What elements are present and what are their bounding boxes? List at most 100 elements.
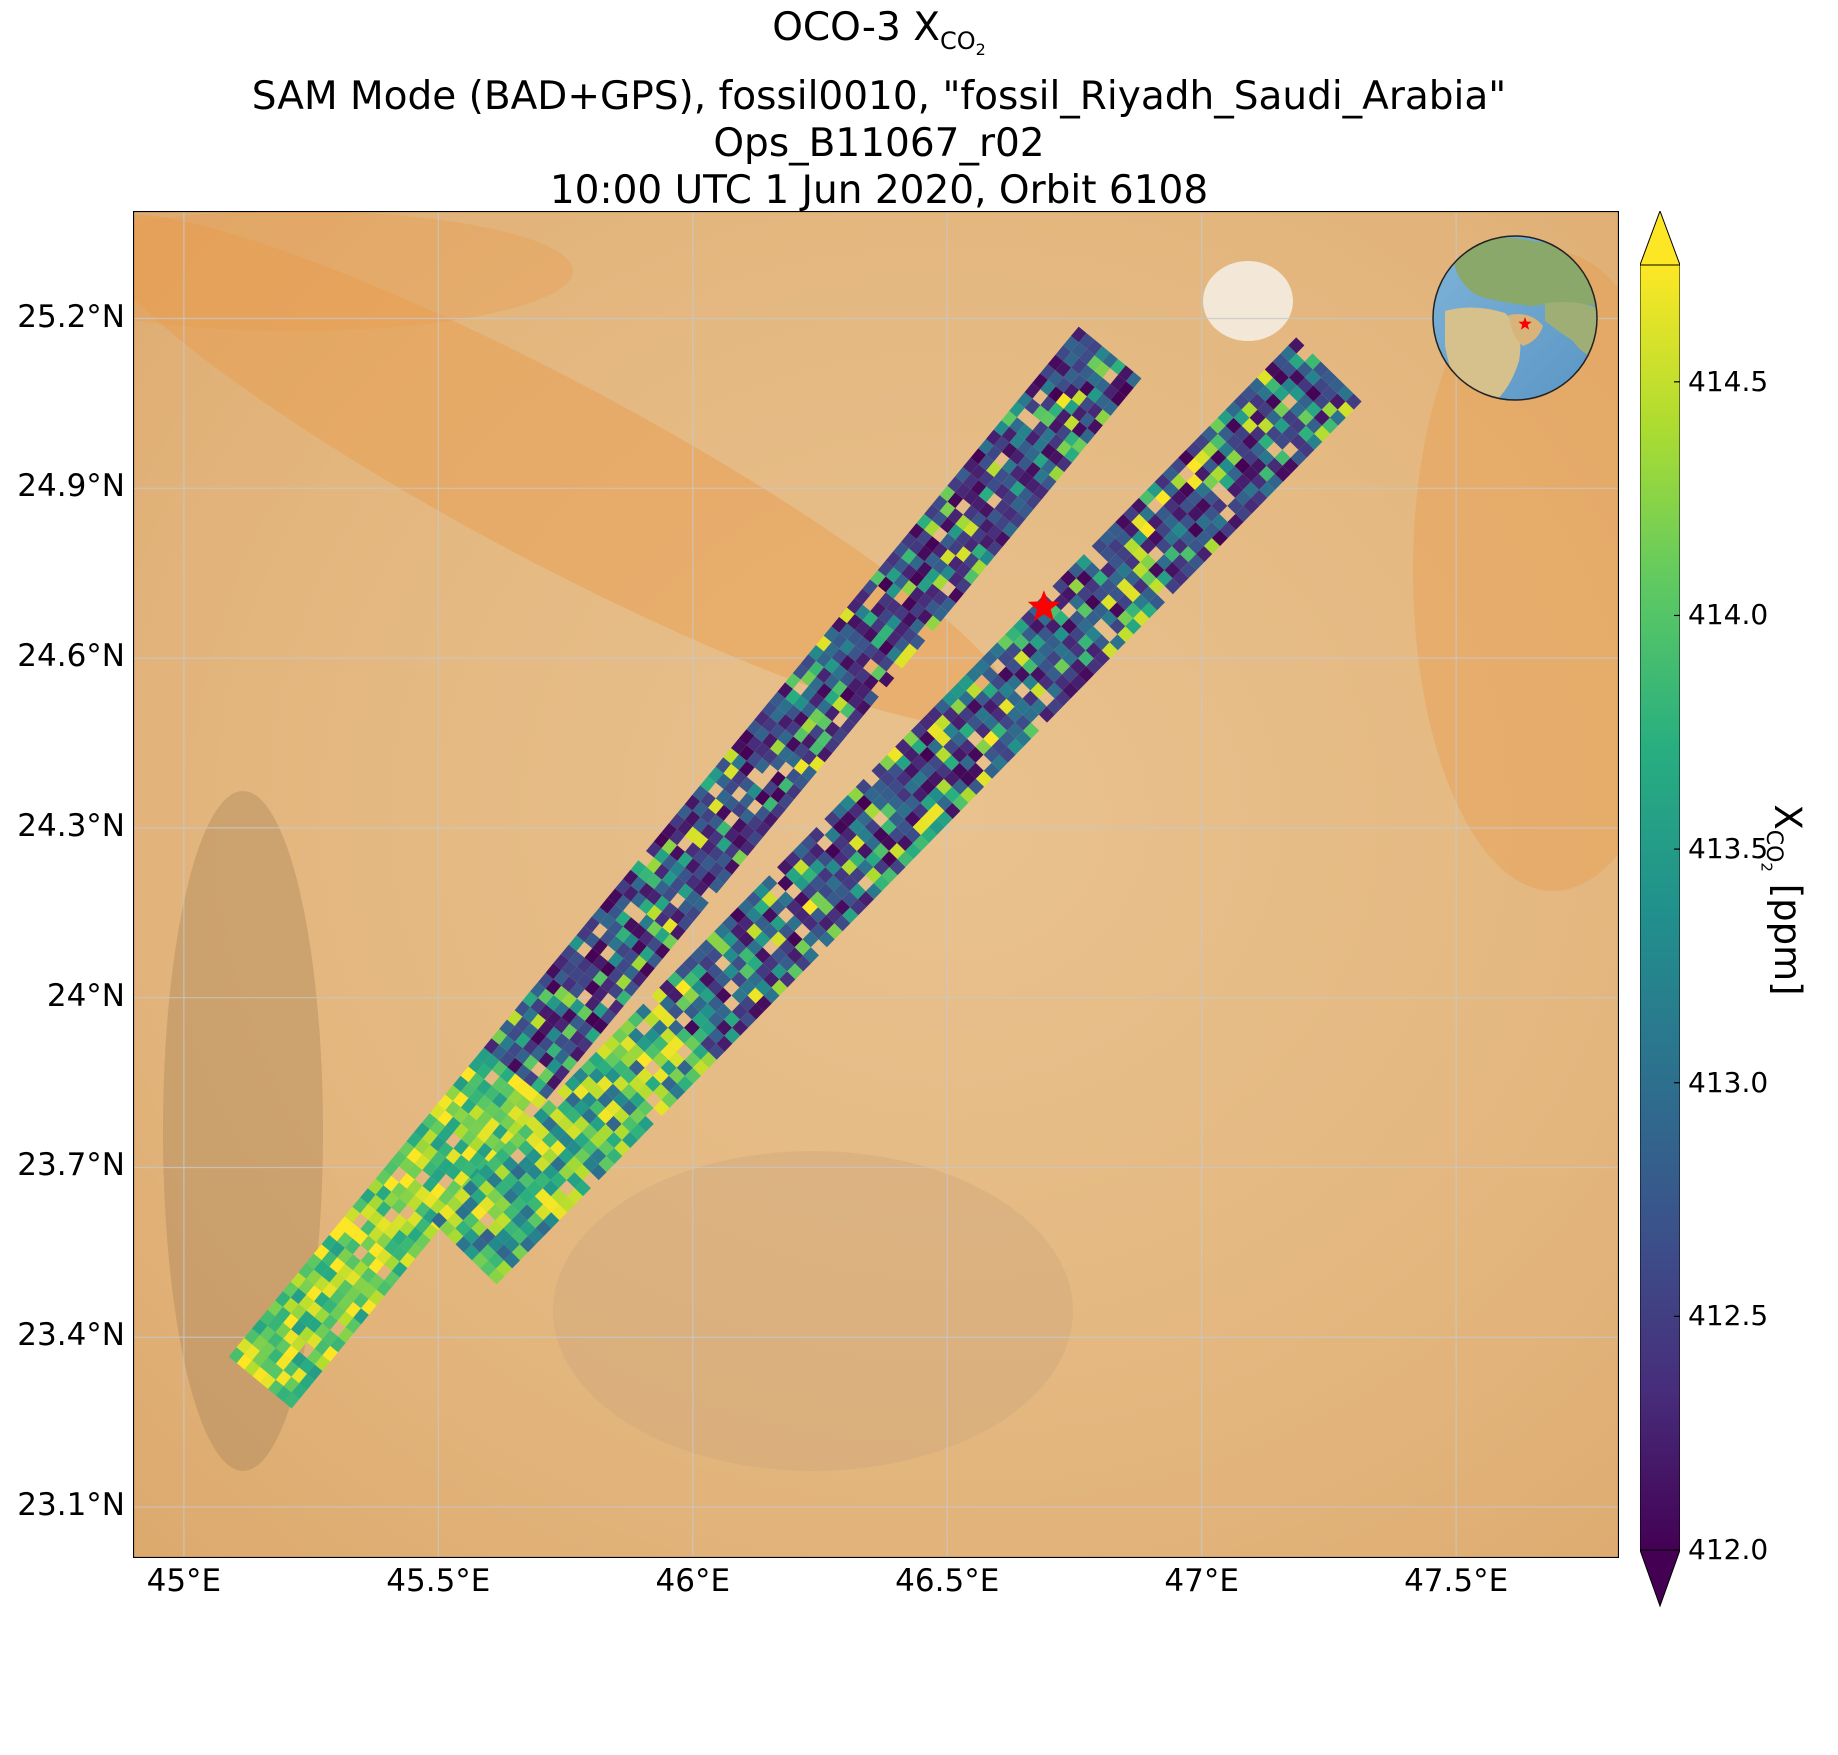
sounding-cell: [564, 1075, 581, 1092]
map-canvas[interactable]: [133, 211, 1619, 1558]
sounding-cell: [809, 755, 825, 772]
sounding-cell: [793, 742, 809, 759]
sounding-cell: [855, 652, 871, 668]
sounding-cell: [1196, 546, 1213, 563]
sounding-cell: [831, 616, 847, 633]
sounding-cell: [893, 621, 910, 637]
sounding-cell: [1038, 706, 1055, 723]
sounding-cell: [430, 1198, 446, 1215]
sounding-cell: [877, 560, 894, 577]
sounding-cell: [880, 786, 896, 803]
sounding-cell: [488, 1252, 505, 1269]
sounding-cell: [955, 530, 972, 547]
sounding-cell: [1203, 489, 1220, 506]
sounding-cell: [864, 835, 881, 851]
sounding-cell: [584, 932, 600, 949]
sounding-cell: [777, 875, 794, 892]
map-panel[interactable]: Created 11 Sep 2024 Source: NASA/JPL-Cal…: [133, 211, 1619, 1753]
sounding-cell: [1071, 389, 1087, 406]
sounding-cell: [267, 1332, 284, 1348]
sounding-cell: [1156, 554, 1173, 571]
sounding-cell: [746, 907, 762, 924]
sounding-cell: [834, 915, 851, 932]
sounding-cell: [1001, 458, 1018, 475]
sounding-cell: [1209, 417, 1226, 434]
sounding-cell: [1009, 449, 1026, 465]
lon-tick-label: 46°E: [655, 1563, 731, 1599]
sounding-cell: [777, 745, 794, 762]
sounding-cell: [770, 915, 787, 932]
sounding-cell: [986, 540, 1003, 557]
sounding-cell: [816, 651, 832, 668]
sounding-cell: [437, 1110, 454, 1127]
sounding-cell: [1009, 496, 1026, 513]
sounding-cell: [1007, 738, 1024, 755]
sounding-cell: [1102, 352, 1118, 369]
sounding-cell: [947, 492, 964, 509]
sounding-cell: [966, 682, 983, 699]
sounding-cell: [1155, 489, 1171, 506]
sounding-cell: [677, 867, 693, 884]
sounding-cell: [590, 1148, 607, 1164]
sounding-cell: [499, 1019, 515, 1036]
sounding-cell: [1084, 594, 1101, 611]
sounding-cell: [1092, 586, 1109, 603]
sounding-cell: [306, 1301, 322, 1317]
sounding-cell: [762, 812, 779, 828]
sounding-cell: [901, 596, 918, 612]
sounding-cell: [483, 1038, 500, 1055]
sounding-cell: [1171, 505, 1188, 522]
sounding-cell: [808, 645, 824, 661]
sounding-cell: [1117, 610, 1134, 627]
sounding-cell: [414, 1122, 430, 1139]
sounding-cell: [1162, 465, 1179, 482]
sounding-cell: [589, 1083, 605, 1100]
sounding-cell: [690, 947, 707, 964]
sounding-cell: [344, 1222, 361, 1239]
sounding-cell: [322, 1345, 338, 1362]
sounding-cell: [1086, 371, 1103, 388]
sounding-cell: [629, 1107, 646, 1124]
sounding-cell: [1273, 401, 1290, 418]
sounding-cell: [1194, 449, 1211, 466]
sounding-cell: [700, 776, 716, 792]
sounding-cell: [955, 546, 972, 563]
sounding-cell: [754, 789, 771, 806]
sounding-cell: [384, 1239, 400, 1255]
sounding-cell: [368, 1289, 385, 1306]
sounding-cell: [840, 794, 857, 811]
sounding-cell: [959, 738, 976, 755]
sounding-cell: [585, 1027, 601, 1044]
sounding-cell: [306, 1317, 323, 1333]
sounding-cell: [612, 1075, 629, 1092]
sounding-cell: [492, 1123, 508, 1140]
sounding-cell: [584, 979, 601, 996]
sounding-cell: [534, 1172, 551, 1189]
sounding-cell: [895, 754, 912, 771]
sounding-cell: [854, 604, 871, 621]
sounding-cell: [479, 1244, 496, 1261]
sounding-cell: [1014, 666, 1031, 683]
sounding-cell: [553, 954, 569, 970]
sounding-cell: [1040, 459, 1057, 475]
sounding-cell: [660, 1059, 677, 1076]
sounding-cell: [627, 1011, 644, 1028]
sounding-cell: [1071, 437, 1088, 454]
sounding-cell: [894, 637, 910, 653]
sounding-cell: [952, 794, 969, 811]
sounding-cell: [1022, 690, 1039, 707]
sounding-cell: [1071, 374, 1087, 390]
sounding-cell: [746, 923, 763, 940]
sounding-cell: [545, 963, 562, 980]
sounding-cell: [613, 1107, 630, 1124]
sounding-cell: [605, 1115, 622, 1132]
sounding-cell: [1077, 650, 1094, 667]
sounding-cell: [653, 1083, 670, 1100]
sounding-cell: [430, 1167, 446, 1183]
sounding-cell: [492, 1092, 508, 1109]
sounding-cell: [453, 1107, 469, 1124]
sounding-cell: [816, 730, 833, 747]
sounding-cell: [568, 951, 585, 967]
sounding-cell: [1272, 369, 1289, 386]
sounding-cell: [880, 835, 897, 851]
